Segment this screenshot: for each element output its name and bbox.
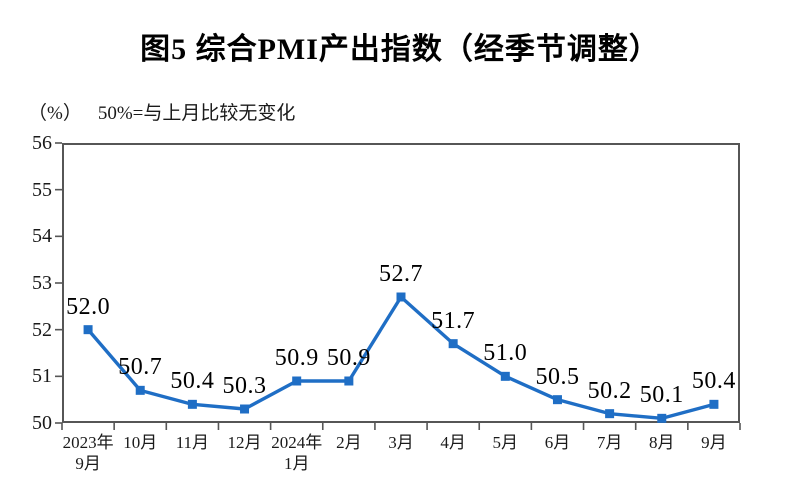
data-point-label: 50.9: [326, 345, 371, 371]
data-point-label: 50.5: [535, 363, 580, 390]
data-point-label: 50.1: [639, 382, 684, 409]
y-axis-tick-label: 50: [32, 412, 52, 434]
y-axis-tick-label: 56: [32, 132, 52, 154]
y-axis-tick-label: 53: [32, 272, 52, 294]
chart-title: 图5 综合PMI产出指数（经季节调整）: [140, 33, 660, 66]
x-axis-tick-label: 11月: [175, 433, 210, 452]
y-axis-tick-label: 54: [32, 225, 52, 248]
data-point-label: 50.4: [691, 368, 736, 395]
x-axis-tick-label: 2024年 1月: [271, 433, 323, 473]
data-point-label: 51.7: [431, 307, 476, 334]
x-axis-tick-label: 3月: [388, 433, 414, 452]
fifty-baseline-note: 50%=与上月比较无变化: [97, 103, 296, 124]
data-point-label: 50.3: [222, 373, 267, 399]
y-axis-tick-label: 52: [32, 318, 52, 341]
x-axis-tick-label: 9月: [701, 433, 727, 452]
x-axis-tick-label: 5月: [492, 433, 519, 452]
y-axis-tick-label: 55: [32, 178, 52, 201]
x-axis-tick-label: 4月: [440, 433, 466, 452]
y-axis-tick-label: 51: [32, 365, 52, 388]
x-axis-tick-label: 2023年 9月: [62, 433, 114, 473]
x-axis-tick-label: 6月: [544, 433, 571, 452]
x-axis-tick-label: 12月: [227, 433, 262, 452]
axis-note-row: （%） 50%=与上月比较无变化: [28, 98, 295, 125]
data-point-label: 52.7: [379, 261, 423, 287]
x-axis-tick-label: 7月: [596, 433, 623, 452]
data-point-label: 50.9: [274, 345, 319, 371]
data-point-label: 50.4: [170, 368, 215, 395]
data-point-label: 51.0: [483, 340, 528, 367]
y-axis-unit-label: （%）: [28, 103, 82, 124]
x-axis-tick-label: 8月: [649, 433, 675, 452]
data-point-label: 50.7: [118, 354, 163, 381]
x-axis-tick-label: 10月: [123, 433, 158, 452]
data-point-label: 52.0: [66, 293, 111, 320]
data-point-label: 50.2: [587, 377, 632, 404]
x-axis-tick-label: 2月: [336, 433, 362, 452]
